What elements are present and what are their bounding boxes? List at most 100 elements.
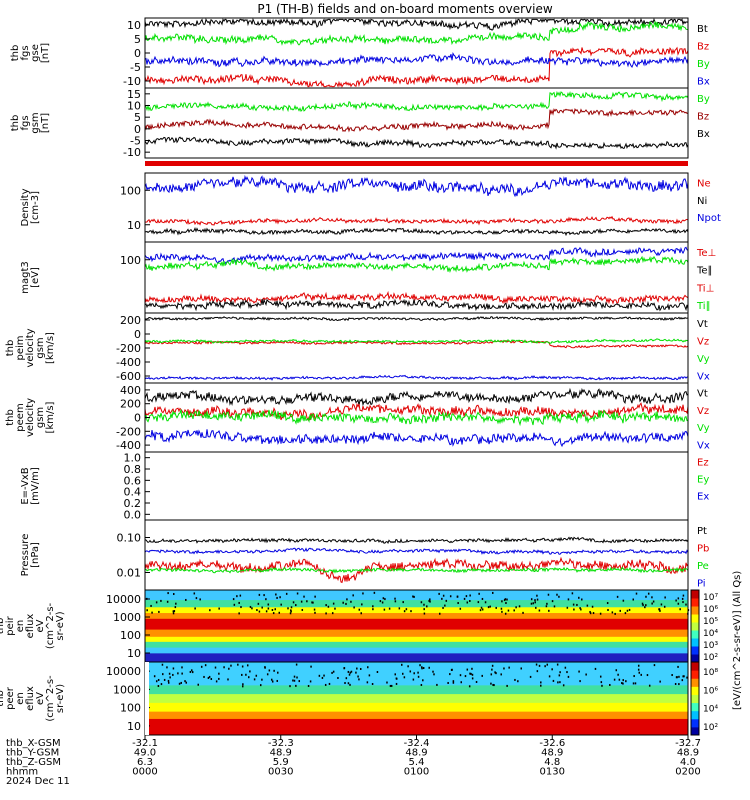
spectrogram-noise — [660, 603, 663, 606]
spectrogram-noise — [471, 677, 474, 680]
spectrogram-noise — [466, 668, 469, 671]
y-tick-label: 0 — [134, 412, 141, 425]
spectrogram-noise — [323, 674, 325, 677]
spectrogram-noise — [477, 601, 480, 604]
spectrogram-noise — [632, 598, 635, 601]
spectrogram-noise — [452, 681, 455, 684]
y-tick-label: 0 — [134, 47, 141, 60]
series-line-By — [144, 90, 689, 113]
colorbar-segment — [691, 686, 699, 695]
spectrogram-noise — [508, 666, 510, 669]
spectrogram-band — [145, 718, 688, 736]
spectrogram-noise — [614, 612, 616, 615]
legend-entry: Vy — [697, 423, 710, 434]
spectrogram-noise — [438, 592, 440, 595]
spectrogram-noise — [433, 673, 435, 676]
spectrogram-noise — [645, 595, 647, 598]
spectrogram-noise — [296, 676, 298, 679]
y-axis-label: thb peir en eflux eV (cm^2-s-sr-eV) — [0, 602, 66, 649]
spectrogram-noise — [469, 672, 471, 675]
series-line — [144, 174, 689, 198]
spectrogram-noise — [238, 601, 240, 604]
spectrogram-noise — [355, 671, 357, 674]
spectrogram-noise — [258, 593, 261, 596]
spectrogram-noise — [678, 683, 680, 686]
legend-entry: Pe — [697, 561, 709, 572]
spectrogram-noise — [241, 665, 244, 668]
spectrogram-noise — [423, 608, 425, 611]
spectrogram-noise — [506, 684, 508, 687]
colorbar-tick-label: 10⁶ — [703, 686, 718, 696]
y-axis-label-line: [mV/m] — [30, 467, 41, 505]
spectrogram-noise — [367, 666, 369, 669]
spectrogram-noise — [553, 605, 556, 608]
spectrogram-noise — [350, 670, 353, 673]
colorbar-tick-label: 10⁶ — [703, 605, 718, 615]
spectrogram-noise — [579, 607, 581, 610]
spectrogram-noise — [522, 611, 524, 614]
y-axis-label-line: en — [15, 620, 26, 633]
spectrogram-noise — [530, 602, 533, 605]
colorbar-tick-label: 10⁴ — [703, 705, 718, 715]
y-axis-label-line: Pressure — [20, 534, 31, 577]
colorbar-segment — [691, 678, 699, 687]
spectrogram-noise — [218, 677, 220, 680]
spectrogram-noise — [625, 680, 627, 683]
spectrogram-noise — [442, 606, 444, 609]
spectrogram-noise — [500, 673, 502, 676]
spectrogram-noise — [318, 674, 321, 677]
spectrogram-noise — [290, 606, 293, 609]
y-tick-label: 0.8 — [124, 463, 142, 476]
y-axis-label-line: gsm — [35, 407, 46, 428]
spectrogram-noise — [342, 601, 344, 604]
spectrogram-noise — [410, 610, 412, 613]
colorbar-segment — [691, 710, 699, 720]
spectrogram-noise — [501, 610, 503, 613]
spectrogram-noise — [295, 663, 298, 666]
spectrogram-noise — [619, 609, 621, 612]
spectrogram-noise — [638, 671, 641, 674]
spectrogram-noise — [679, 608, 681, 611]
spectrogram-noise — [289, 685, 291, 688]
x-axis-value: 0000 — [132, 767, 157, 778]
spectrogram-noise — [447, 681, 449, 684]
spectrogram-noise — [520, 667, 522, 670]
spectrogram-noise — [651, 596, 653, 599]
series-line — [144, 290, 689, 305]
spectrogram-band — [145, 685, 688, 695]
spectrogram-noise — [210, 678, 213, 681]
spectrogram-noise — [279, 596, 281, 599]
spectrogram-noise — [487, 606, 490, 609]
spectrogram-noise — [290, 609, 292, 612]
legend-entry: By — [697, 59, 710, 70]
spectrogram-noise — [506, 598, 508, 601]
spectrogram-noise — [423, 612, 426, 615]
spectrogram-noise — [546, 602, 548, 605]
spectrogram-noise — [328, 682, 331, 685]
spectrogram-noise — [267, 603, 270, 606]
spectrogram-noise — [534, 601, 536, 604]
spectrogram-noise — [469, 594, 471, 597]
spectrogram-noise — [398, 607, 401, 610]
spectrogram-noise — [609, 683, 611, 686]
spectrogram-noise — [515, 606, 517, 609]
y-axis-label-line: thb — [0, 690, 6, 707]
spectrogram-noise — [664, 596, 666, 599]
spectrogram-noise — [552, 679, 555, 682]
spectrogram-noise — [492, 683, 494, 686]
y-tick-label: 1000 — [113, 611, 141, 624]
spectrogram-noise — [372, 605, 374, 608]
spectrogram-noise — [169, 676, 171, 679]
spectrogram-noise — [530, 598, 533, 601]
y-axis-label: thb fgs gse [nT] — [10, 43, 51, 63]
spectrogram-noise — [289, 612, 292, 615]
y-axis-label: E=-VxB [mV/m] — [20, 467, 41, 505]
spectrogram-noise — [270, 678, 273, 681]
spectrogram-noise — [495, 606, 497, 609]
spectrogram-noise — [459, 607, 462, 610]
spectrogram-noise — [432, 670, 434, 673]
spectrogram-band — [145, 636, 688, 643]
legend-entry: Pi — [697, 578, 706, 589]
spectrogram-noise — [633, 675, 635, 678]
spectrogram-noise — [419, 664, 421, 667]
